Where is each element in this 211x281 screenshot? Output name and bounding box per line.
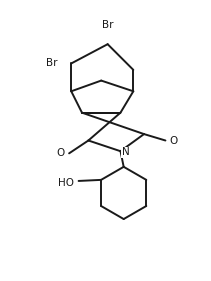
Text: O: O — [169, 135, 178, 146]
Text: HO: HO — [58, 178, 74, 188]
Text: Br: Br — [102, 20, 113, 30]
Text: N: N — [122, 147, 130, 157]
Text: O: O — [57, 148, 65, 158]
Text: Br: Br — [46, 58, 58, 69]
